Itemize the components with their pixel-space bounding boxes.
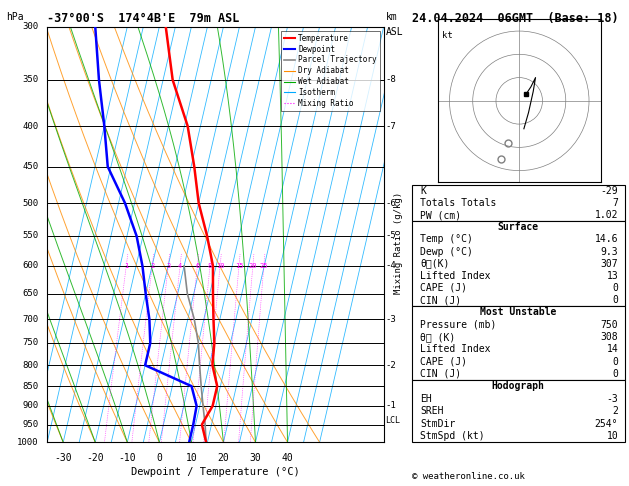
Text: 550: 550 [23,231,39,241]
Text: 308: 308 [601,332,618,342]
Text: -3: -3 [606,394,618,404]
Text: 350: 350 [23,75,39,85]
Text: -6: -6 [386,199,396,208]
Text: hPa: hPa [6,12,24,22]
Text: 950: 950 [23,420,39,429]
Text: θᴇ (K): θᴇ (K) [421,332,456,342]
Text: Lifted Index: Lifted Index [421,344,491,354]
Text: 30: 30 [250,452,262,463]
Text: Mixing Ratio (g/kg): Mixing Ratio (g/kg) [394,192,403,294]
Text: Lifted Index: Lifted Index [421,271,491,281]
Text: 0: 0 [613,283,618,293]
Text: 7: 7 [613,198,618,208]
Text: 1.02: 1.02 [594,210,618,220]
Text: 6: 6 [195,263,199,269]
Text: 0: 0 [613,357,618,366]
Text: Dewpoint / Temperature (°C): Dewpoint / Temperature (°C) [131,467,300,477]
Text: 9.3: 9.3 [601,246,618,257]
Text: 750: 750 [23,338,39,347]
Text: 4: 4 [178,263,182,269]
Text: 3: 3 [166,263,170,269]
Text: θᴇ(K): θᴇ(K) [421,259,450,269]
Text: km: km [386,12,398,22]
Text: Pressure (mb): Pressure (mb) [421,320,497,330]
Text: -10: -10 [118,452,136,463]
Text: © weatheronline.co.uk: © weatheronline.co.uk [412,472,525,481]
Text: -7: -7 [386,122,396,131]
Text: 13: 13 [606,271,618,281]
Text: Totals Totals: Totals Totals [421,198,497,208]
Text: 10: 10 [606,431,618,441]
Text: 254°: 254° [594,418,618,429]
Text: 1000: 1000 [17,438,39,447]
Text: 2: 2 [150,263,154,269]
Text: -1: -1 [386,401,396,410]
Text: -3: -3 [386,314,396,324]
Text: Dewp (°C): Dewp (°C) [421,246,474,257]
Text: CAPE (J): CAPE (J) [421,357,467,366]
Text: 8: 8 [208,263,212,269]
Text: 450: 450 [23,162,39,171]
Text: 600: 600 [23,261,39,270]
Text: CIN (J): CIN (J) [421,369,462,379]
Text: 650: 650 [23,289,39,298]
Text: 20: 20 [248,263,257,269]
Text: 400: 400 [23,122,39,131]
Text: 1: 1 [124,263,128,269]
Text: CIN (J): CIN (J) [421,295,462,305]
Text: Temp (°C): Temp (°C) [421,234,474,244]
Text: 900: 900 [23,401,39,410]
Text: 300: 300 [23,22,39,31]
Text: SREH: SREH [421,406,444,416]
Text: 0: 0 [613,295,618,305]
Text: -8: -8 [386,75,396,85]
Text: ASL: ASL [386,27,404,37]
Text: -30: -30 [54,452,72,463]
Text: 850: 850 [23,382,39,391]
Text: K: K [421,186,426,196]
Text: 15: 15 [235,263,243,269]
Text: 25: 25 [260,263,268,269]
Text: -29: -29 [601,186,618,196]
Text: 700: 700 [23,314,39,324]
Text: 20: 20 [218,452,230,463]
Text: -2: -2 [386,361,396,370]
Text: StmSpd (kt): StmSpd (kt) [421,431,485,441]
Text: 40: 40 [282,452,293,463]
Text: EH: EH [421,394,432,404]
Text: -5: -5 [386,231,396,241]
Text: CAPE (J): CAPE (J) [421,283,467,293]
Text: 500: 500 [23,199,39,208]
Text: 24.04.2024  06GMT  (Base: 18): 24.04.2024 06GMT (Base: 18) [412,12,618,25]
Text: Hodograph: Hodograph [492,382,545,391]
Text: 14: 14 [606,344,618,354]
Text: kt: kt [442,31,454,40]
Text: LCL: LCL [386,417,401,425]
Text: 750: 750 [601,320,618,330]
Text: 10: 10 [186,452,198,463]
Text: 10: 10 [216,263,225,269]
Text: -4: -4 [386,261,396,270]
Legend: Temperature, Dewpoint, Parcel Trajectory, Dry Adiabat, Wet Adiabat, Isotherm, Mi: Temperature, Dewpoint, Parcel Trajectory… [281,31,380,111]
Text: -37°00'S  174°4B'E  79m ASL: -37°00'S 174°4B'E 79m ASL [47,12,240,25]
Text: Surface: Surface [498,222,539,232]
Text: 0: 0 [613,369,618,379]
Text: 2: 2 [613,406,618,416]
Text: 307: 307 [601,259,618,269]
Text: 14.6: 14.6 [594,234,618,244]
Text: StmDir: StmDir [421,418,456,429]
Text: 800: 800 [23,361,39,370]
Text: -20: -20 [86,452,104,463]
Text: Most Unstable: Most Unstable [480,307,557,317]
Text: 0: 0 [157,452,162,463]
Text: PW (cm): PW (cm) [421,210,462,220]
